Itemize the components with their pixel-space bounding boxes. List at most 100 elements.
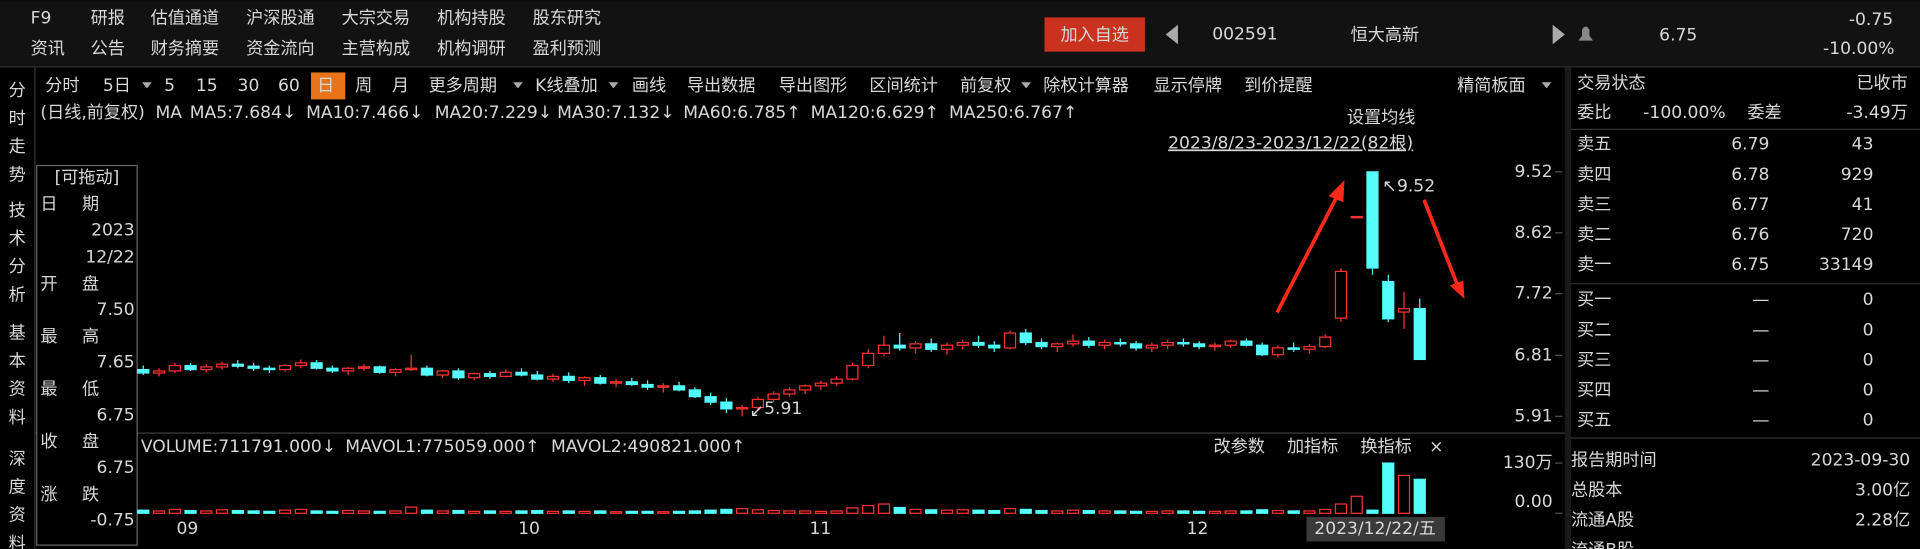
bell-icon[interactable] — [1578, 26, 1594, 41]
ma-legend: MA30:7.132↓ — [557, 103, 674, 123]
menu-item[interactable]: 资金流向 — [246, 39, 314, 59]
splitter[interactable] — [1564, 67, 1572, 549]
toolbar-item[interactable]: 导出图形 — [779, 76, 848, 96]
candle-body — [483, 373, 497, 377]
toolbar-item[interactable]: 周 — [355, 76, 372, 96]
add-button[interactable]: 加入自选 — [1060, 26, 1129, 46]
menu-item[interactable]: 沪深股通 — [246, 9, 314, 29]
menu-item[interactable]: F9 — [31, 9, 52, 29]
toolbar-item[interactable]: 60 — [278, 76, 300, 96]
side-tab[interactable]: 分 — [9, 257, 26, 277]
toolbar-item[interactable]: K线叠加 — [535, 76, 598, 96]
side-tab[interactable]: 时 — [9, 109, 26, 129]
menu-item[interactable]: 大宗交易 — [342, 9, 410, 29]
candle-body — [1287, 347, 1300, 350]
book-label: 卖二 — [1577, 225, 1611, 245]
toolbar-item[interactable]: 15 — [196, 76, 218, 96]
candle-body — [893, 344, 906, 349]
volume-tool[interactable]: 改参数 — [1213, 437, 1264, 457]
info-box[interactable] — [36, 164, 138, 546]
candle-body — [263, 367, 276, 371]
side-tab[interactable]: 技 — [9, 201, 26, 221]
prev-arrow[interactable] — [1165, 24, 1178, 45]
side-tab[interactable]: 析 — [9, 285, 26, 305]
side-tab[interactable]: 本 — [9, 351, 26, 371]
toolbar-item[interactable]: 到价提醒 — [1244, 76, 1313, 96]
side-tab[interactable]: 料 — [9, 408, 26, 428]
add-button-bg[interactable] — [1044, 17, 1145, 52]
info-label: 总股本 — [1571, 481, 1622, 501]
side-tab[interactable]: 资 — [9, 380, 26, 400]
info-value: -0.75 — [90, 511, 134, 531]
book-label: 买五 — [1577, 411, 1611, 431]
side-tab[interactable]: 分 — [9, 81, 26, 101]
toolbar-item[interactable]: 月 — [392, 76, 409, 96]
toolbar-item[interactable]: 日 — [317, 76, 334, 96]
side-tab[interactable]: 走 — [9, 137, 26, 157]
toolbar-item[interactable]: 前复权 — [960, 76, 1011, 96]
menu-item[interactable]: 盈利预测 — [533, 39, 601, 59]
volume-bar — [278, 509, 292, 514]
volume-bar — [972, 509, 985, 514]
volume-bar — [720, 508, 733, 514]
stock-code: 002591 — [1212, 24, 1277, 44]
candle-body — [846, 364, 859, 380]
menu-item[interactable]: 公告 — [91, 39, 125, 59]
book-label: 卖一 — [1577, 255, 1611, 275]
volume-tool[interactable]: 换指标 — [1360, 437, 1411, 457]
next-arrow[interactable] — [1552, 24, 1565, 45]
menu-item[interactable]: 股东研究 — [533, 9, 601, 29]
menu-item[interactable]: 资讯 — [31, 39, 65, 59]
menu-item[interactable]: 主营构成 — [342, 39, 410, 59]
volume-bar — [1382, 462, 1395, 514]
toolbar-item[interactable]: 30 — [238, 76, 260, 96]
side-tab[interactable]: 术 — [9, 229, 26, 249]
ma-legend: MA60:6.785↑ — [683, 103, 800, 123]
info-title: [可拖动] — [55, 168, 120, 188]
menu-item[interactable]: 估值通道 — [151, 9, 220, 29]
x-tick-label: 12 — [1187, 519, 1209, 539]
side-tab[interactable]: 度 — [9, 478, 26, 498]
menu-item[interactable]: 机构持股 — [437, 9, 505, 29]
volume-bar — [1334, 503, 1348, 514]
side-tab[interactable]: 势 — [9, 165, 26, 185]
close-icon[interactable]: × — [1429, 437, 1443, 457]
toolbar-item[interactable]: 区间统计 — [869, 76, 938, 96]
settings-link[interactable]: 设置均线 — [1347, 108, 1416, 128]
menu-item[interactable]: 财务摘要 — [151, 39, 220, 59]
book-price: 6.78 — [1731, 165, 1769, 185]
toolbar-item[interactable]: 显示停牌 — [1153, 76, 1222, 96]
date-range[interactable]: 2023/8/23-2023/12/22(82根) — [1168, 133, 1413, 153]
toolbar-item[interactable]: 画线 — [632, 76, 666, 96]
menu-item[interactable]: 机构调研 — [437, 39, 505, 59]
volume-bar — [483, 510, 497, 514]
volume-tool[interactable]: 加指标 — [1287, 437, 1338, 457]
toolbar-item[interactable]: 除权计算器 — [1043, 76, 1129, 96]
toolbar-item[interactable]: 5 — [164, 76, 175, 96]
candle-body — [720, 401, 733, 410]
volume-bar — [625, 510, 638, 514]
info-label: 涨跌 — [40, 485, 123, 505]
volume-bar — [1413, 478, 1426, 514]
volume-bar — [373, 510, 386, 514]
menu-item[interactable]: 研报 — [91, 9, 125, 29]
volume-bar — [1098, 510, 1111, 514]
volume-bar — [546, 510, 560, 514]
volume-bar — [326, 510, 339, 514]
toolbar-item[interactable]: 更多周期 — [429, 76, 497, 96]
weicha-value: -3.49万 — [1846, 103, 1907, 123]
candle-body — [1271, 347, 1285, 356]
volume-bar — [1350, 495, 1363, 514]
toolbar-item[interactable]: 导出数据 — [687, 76, 756, 96]
side-tab[interactable]: 基 — [9, 323, 26, 343]
volume-bar — [200, 510, 213, 514]
book-price: — — [1752, 290, 1769, 310]
side-tab[interactable]: 资 — [9, 506, 26, 526]
side-tab[interactable]: 料 — [9, 534, 26, 549]
toolbar-right[interactable]: 精简板面 — [1457, 76, 1526, 96]
ma-legend: MA120:6.629↑ — [811, 103, 939, 123]
toolbar-item[interactable]: 5日 — [103, 76, 131, 96]
toolbar-item[interactable]: 分时 — [45, 76, 79, 96]
side-tab[interactable]: 深 — [9, 449, 26, 469]
weibi-value: -100.00% — [1643, 103, 1725, 123]
